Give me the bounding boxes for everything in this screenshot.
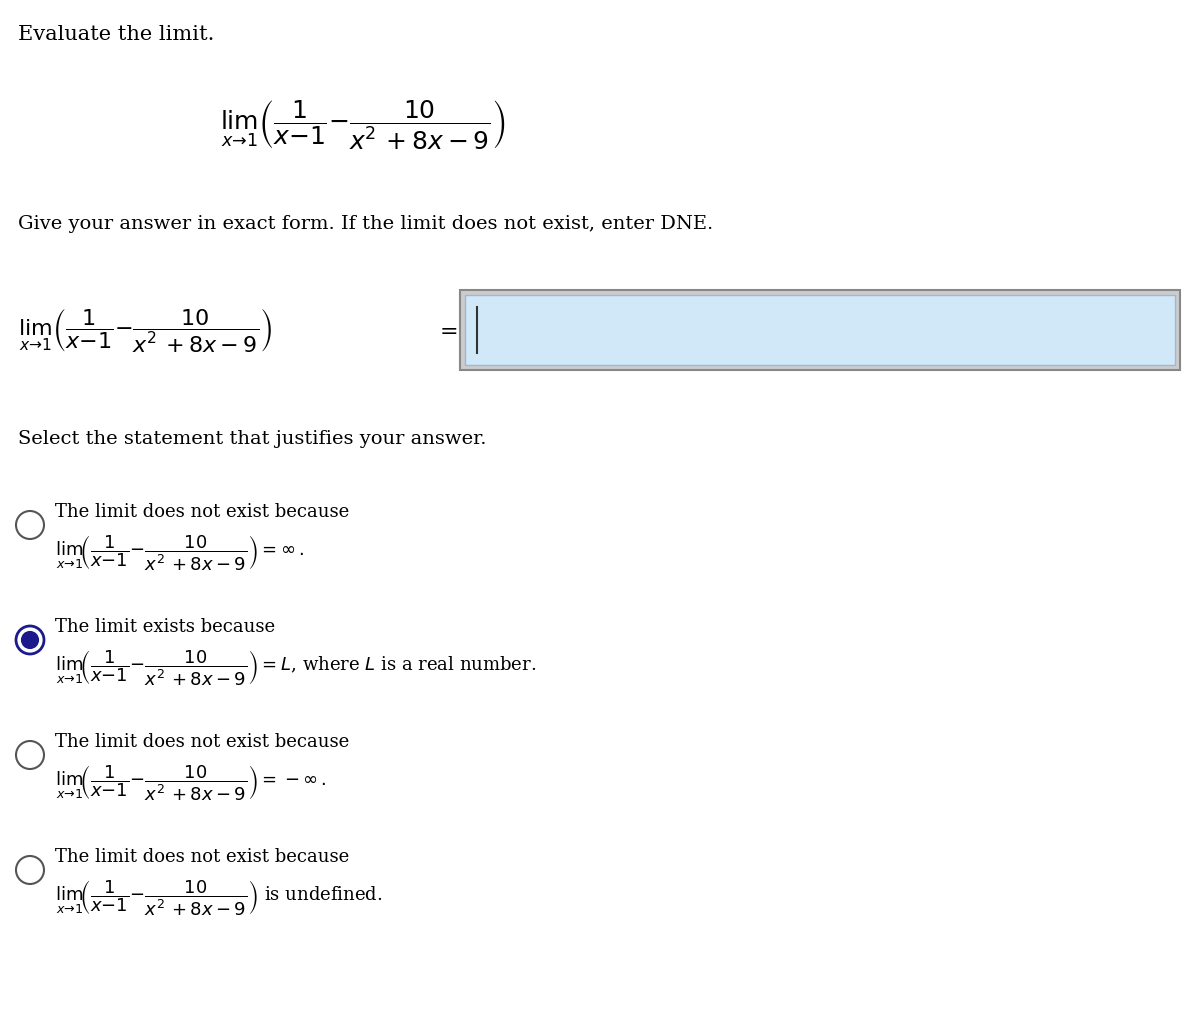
Text: The limit does not exist because: The limit does not exist because (55, 733, 355, 751)
Circle shape (20, 631, 40, 649)
Text: $\lim_{x\to 1}\!\left(\dfrac{1}{x-1} - \dfrac{10}{x^2+8x-9}\right)$ is undefined: $\lim_{x\to 1}\!\left(\dfrac{1}{x-1} - \… (55, 878, 383, 917)
Text: $\lim_{x\to 1}\!\left(\dfrac{1}{x-1} - \dfrac{10}{x^2+8x-9}\right) = L$, where $: $\lim_{x\to 1}\!\left(\dfrac{1}{x-1} - \… (55, 648, 536, 687)
Text: $\lim_{x\to 1}\!\left(\dfrac{1}{x-1} - \dfrac{10}{x^2+8x-9}\right) = \infty\,.$: $\lim_{x\to 1}\!\left(\dfrac{1}{x-1} - \… (55, 533, 305, 572)
Circle shape (16, 511, 44, 539)
FancyBboxPatch shape (460, 290, 1180, 370)
Text: Give your answer in exact form. If the limit does not exist, enter DNE.: Give your answer in exact form. If the l… (18, 215, 713, 233)
Circle shape (16, 856, 44, 884)
Text: The limit does not exist because: The limit does not exist because (55, 503, 355, 521)
Text: $\lim_{x\to 1}\left(\dfrac{1}{x-1} - \dfrac{10}{x^2+8x-9}\right)$: $\lim_{x\to 1}\left(\dfrac{1}{x-1} - \df… (220, 99, 506, 151)
FancyBboxPatch shape (466, 295, 1175, 365)
Text: The limit exists because: The limit exists because (55, 618, 281, 636)
Text: Select the statement that justifies your answer.: Select the statement that justifies your… (18, 430, 486, 448)
Text: $=$: $=$ (434, 319, 457, 341)
Text: Evaluate the limit.: Evaluate the limit. (18, 25, 215, 44)
Text: $\lim_{x\to 1}\left(\dfrac{1}{x-1} - \dfrac{10}{x^2+8x-9}\right)$: $\lim_{x\to 1}\left(\dfrac{1}{x-1} - \df… (18, 306, 272, 354)
Circle shape (16, 626, 44, 654)
Text: The limit does not exist because: The limit does not exist because (55, 848, 355, 866)
Circle shape (16, 741, 44, 769)
Text: $\lim_{x\to 1}\!\left(\dfrac{1}{x-1} - \dfrac{10}{x^2+8x-9}\right) = -\infty\,.$: $\lim_{x\to 1}\!\left(\dfrac{1}{x-1} - \… (55, 763, 326, 802)
